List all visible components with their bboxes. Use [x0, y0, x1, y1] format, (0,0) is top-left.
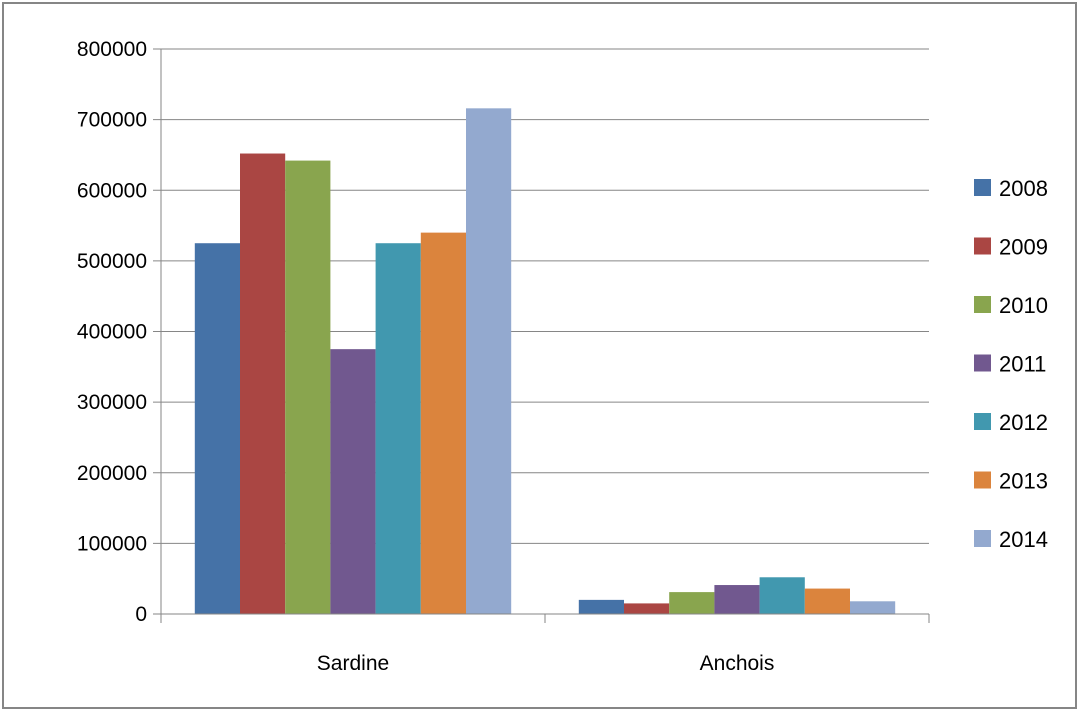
bar-2010-sardine [285, 160, 331, 614]
bar-2008-anchois [578, 599, 624, 614]
legend-label-2014: 2014 [999, 527, 1048, 552]
legend-label-2008: 2008 [999, 176, 1048, 201]
y-tick-label: 700000 [77, 109, 147, 132]
bar-2008-sardine [194, 243, 240, 614]
bar-2011-anchois [714, 585, 760, 614]
y-tick-label: 100000 [77, 532, 147, 555]
bar-2011-sardine [330, 349, 376, 614]
legend-label-2012: 2012 [999, 410, 1048, 435]
legend-swatch-2009 [974, 237, 991, 255]
y-tick-label: 400000 [77, 321, 147, 344]
bar-2014-sardine [466, 108, 512, 614]
bar-2014-anchois [850, 601, 896, 614]
bar-2012-sardine [375, 243, 421, 614]
legend-label-2011: 2011 [999, 352, 1046, 377]
bar-2010-anchois [669, 592, 715, 614]
y-tick-label: 200000 [77, 462, 147, 485]
y-tick-label: 800000 [77, 38, 147, 61]
bar-2013-sardine [420, 232, 466, 614]
bar-2009-anchois [624, 603, 670, 614]
axes [160, 49, 930, 623]
x-axis-labels: Sardine Anchois [317, 652, 775, 675]
legend-swatch-2014 [974, 530, 991, 547]
legend-label-2013: 2013 [999, 469, 1048, 494]
legend-swatch-2010 [974, 296, 991, 313]
x-category-label: Anchois [700, 652, 775, 675]
bar-2012-anchois [759, 577, 805, 614]
y-tick-label: 300000 [77, 391, 147, 414]
y-tick-label: 0 [135, 603, 147, 626]
bar-chart: 0 100000 200000 300000 400000 500000 600000 700… [77, 38, 1048, 675]
x-category-label: Sardine [317, 652, 389, 675]
bar-2013-anchois [804, 588, 850, 614]
legend: 2008 2009 2010 2011 2012 2013 2014 [974, 176, 1048, 552]
legend-swatch-2008 [974, 179, 991, 196]
legend-swatch-2012 [974, 413, 991, 430]
legend-label-2009: 2009 [999, 235, 1048, 260]
legend-swatch-2013 [974, 471, 991, 489]
y-tick-label: 500000 [77, 250, 147, 273]
y-axis-ticks: 0 100000 200000 300000 400000 500000 600000 700… [77, 38, 161, 626]
legend-label-2010: 2010 [999, 293, 1048, 318]
bars [194, 108, 896, 614]
bar-2009-sardine [240, 153, 286, 614]
y-tick-label: 600000 [77, 179, 147, 202]
legend-swatch-2011 [974, 354, 991, 372]
